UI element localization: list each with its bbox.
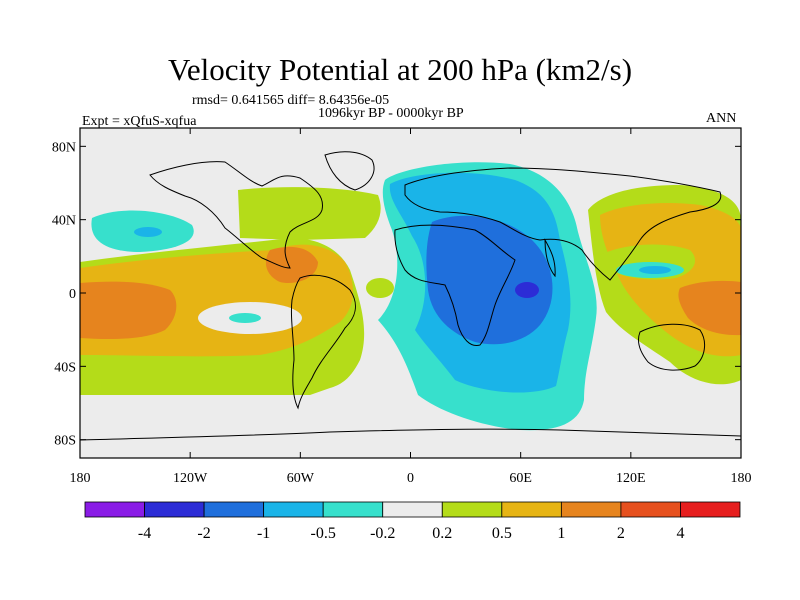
lon-tick-label: 120W bbox=[173, 471, 208, 486]
colorbar-swatch bbox=[84, 501, 145, 518]
colorbar-label: -2 bbox=[197, 525, 210, 542]
contour-strong-wpacific bbox=[678, 280, 741, 336]
colorbar-swatch bbox=[441, 501, 503, 518]
season-label: ANN bbox=[706, 111, 737, 126]
coastline-layer bbox=[80, 151, 741, 441]
contour-negative-inner bbox=[426, 215, 553, 345]
lat-tick-label: 80S bbox=[54, 434, 76, 449]
colorbar-swatch bbox=[620, 501, 681, 518]
coastline-south-america bbox=[290, 274, 356, 410]
lat-tick-label: 40N bbox=[52, 214, 76, 229]
colorbar-swatch bbox=[680, 501, 741, 518]
stats-text: rmsd= 0.641565 diff= 8.64356e-05 bbox=[192, 93, 390, 108]
coastline-north-america bbox=[149, 161, 324, 269]
colorbar-swatch bbox=[144, 501, 205, 518]
lon-tick-label: 0 bbox=[407, 471, 414, 486]
contour-positive-atlantic-eq bbox=[366, 278, 394, 298]
colorbar-swatch bbox=[263, 501, 324, 518]
coastline-australia bbox=[637, 323, 706, 371]
colorbar: -4 -2 -1 -0.5 -0.2 0.2 0.5 1 2 4 bbox=[84, 501, 741, 542]
colorbar-label: -0.5 bbox=[311, 525, 336, 542]
colorbar-swatch bbox=[382, 501, 443, 518]
colorbar-swatch bbox=[560, 501, 622, 518]
colorbar-swatch bbox=[501, 501, 562, 518]
contour-npacific-core bbox=[134, 227, 162, 237]
contour-fill-layer bbox=[80, 128, 741, 458]
contour-positive-atlantic-n bbox=[238, 187, 381, 240]
experiment-label: Expt = xQfuS-xqfua bbox=[82, 114, 197, 129]
colorbar-label: -4 bbox=[138, 525, 151, 542]
colorbar-label: -1 bbox=[257, 525, 270, 542]
contour-positive-pacific-high bbox=[80, 281, 177, 340]
colorbar-label: -0.2 bbox=[370, 525, 395, 542]
coastline-antarctica bbox=[80, 428, 741, 441]
colorbar-label: 1 bbox=[557, 525, 565, 542]
lon-tick-label: 120E bbox=[616, 471, 646, 486]
contour-negative-core bbox=[515, 282, 539, 298]
colorbar-label: 0.5 bbox=[492, 525, 512, 542]
colorbar-swatch bbox=[322, 501, 384, 518]
lat-tick-label: 0 bbox=[69, 287, 76, 302]
plot-title: Velocity Potential at 200 hPa (km2/s) bbox=[167, 52, 633, 87]
period-text: 1096kyr BP - 0000kyr BP bbox=[318, 106, 464, 121]
lat-tick-label: 80N bbox=[52, 140, 76, 155]
contour-negative-wpacific-core bbox=[639, 266, 671, 274]
coastline-greenland bbox=[324, 151, 375, 191]
colorbar-swatch bbox=[203, 501, 265, 518]
lon-tick-label: 180 bbox=[70, 471, 91, 486]
lon-tick-label: 60E bbox=[509, 471, 532, 486]
contour-weak-epacific bbox=[229, 313, 261, 323]
contour-positive-caribbean bbox=[265, 246, 318, 284]
colorbar-label: 2 bbox=[617, 525, 625, 542]
lon-tick-label: 60W bbox=[287, 471, 315, 486]
coastline-africa bbox=[394, 224, 516, 347]
colorbar-label: 0.2 bbox=[432, 525, 452, 542]
lat-tick-label: 40S bbox=[54, 360, 76, 375]
lon-tick-label: 180 bbox=[731, 471, 752, 486]
coastline-india bbox=[544, 238, 556, 278]
colorbar-label: 4 bbox=[676, 525, 684, 542]
axis-ticks: 80N 40N 0 40S 80S 180 120W 60W 0 60E 120E 180 bbox=[52, 128, 752, 486]
coastline-eurasia bbox=[404, 167, 722, 281]
